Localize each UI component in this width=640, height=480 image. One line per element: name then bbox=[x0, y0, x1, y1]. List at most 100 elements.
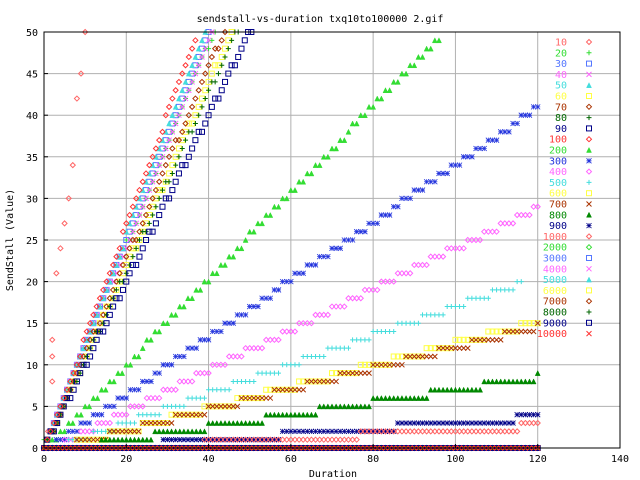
data-point bbox=[427, 353, 434, 360]
data-point bbox=[168, 411, 175, 418]
data-point bbox=[241, 37, 248, 44]
data-point bbox=[514, 328, 520, 335]
data-point bbox=[510, 378, 516, 385]
data-point bbox=[205, 419, 212, 426]
data-point bbox=[139, 203, 146, 210]
data-point bbox=[468, 386, 475, 393]
data-point bbox=[166, 179, 172, 185]
data-point bbox=[419, 53, 426, 60]
data-point bbox=[411, 187, 418, 193]
data-point bbox=[481, 336, 488, 343]
data-point bbox=[497, 129, 504, 135]
data-point bbox=[189, 62, 196, 69]
data-point bbox=[107, 403, 113, 410]
data-point bbox=[407, 62, 414, 69]
data-point bbox=[123, 237, 130, 243]
data-point bbox=[176, 154, 182, 160]
data-point bbox=[337, 370, 344, 377]
data-point bbox=[246, 395, 253, 402]
legend-label: 100 bbox=[549, 135, 567, 146]
data-point bbox=[456, 245, 463, 252]
data-point bbox=[143, 420, 150, 427]
data-point bbox=[90, 311, 97, 319]
data-point bbox=[312, 411, 319, 418]
data-point bbox=[353, 228, 360, 235]
data-point bbox=[149, 195, 156, 202]
data-point bbox=[353, 428, 360, 435]
data-point bbox=[443, 428, 451, 435]
data-point bbox=[78, 436, 85, 443]
data-point bbox=[276, 370, 282, 376]
data-point bbox=[501, 328, 508, 335]
data-point bbox=[362, 370, 368, 376]
data-point bbox=[505, 220, 513, 227]
data-point bbox=[160, 428, 167, 435]
data-point bbox=[423, 420, 430, 426]
data-point bbox=[398, 428, 406, 435]
data-point bbox=[242, 344, 249, 352]
data-point bbox=[127, 403, 134, 410]
data-point bbox=[493, 328, 500, 335]
data-point bbox=[135, 353, 142, 360]
data-point bbox=[510, 420, 516, 426]
data-point bbox=[374, 428, 381, 435]
legend-label: 1000 bbox=[543, 232, 567, 243]
series-200 bbox=[41, 37, 442, 451]
data-point bbox=[201, 403, 208, 410]
data-point bbox=[406, 270, 414, 277]
data-point bbox=[349, 403, 356, 410]
data-point bbox=[473, 336, 479, 343]
data-point bbox=[464, 236, 471, 244]
data-point bbox=[353, 120, 360, 127]
data-point bbox=[234, 403, 241, 410]
data-point bbox=[308, 436, 315, 443]
data-point bbox=[485, 228, 492, 235]
data-point bbox=[50, 419, 58, 427]
data-point bbox=[267, 411, 274, 418]
data-point bbox=[403, 353, 409, 360]
axis-ticks: 0 20 40 60 80 100 120 140 0 5 10 15 20 25 30 35 40 45 50 bbox=[26, 28, 629, 465]
data-point bbox=[197, 369, 204, 377]
data-point bbox=[300, 378, 307, 385]
data-point bbox=[143, 394, 151, 402]
data-point bbox=[456, 345, 463, 352]
data-point bbox=[283, 278, 290, 285]
data-point bbox=[431, 253, 439, 260]
data-point bbox=[316, 428, 323, 435]
data-point bbox=[399, 395, 405, 401]
data-point bbox=[132, 195, 140, 202]
data-point bbox=[279, 195, 286, 202]
data-point bbox=[267, 336, 274, 344]
data-point bbox=[123, 428, 130, 435]
data-point bbox=[152, 145, 160, 152]
data-point bbox=[209, 436, 216, 443]
data-point bbox=[172, 411, 179, 418]
data-point bbox=[225, 353, 233, 360]
data-point bbox=[168, 362, 175, 368]
data-point bbox=[159, 128, 166, 136]
data-point bbox=[153, 170, 159, 177]
data-point bbox=[262, 436, 270, 443]
data-point bbox=[202, 70, 209, 77]
data-point bbox=[199, 37, 205, 44]
legend-marker bbox=[586, 115, 592, 121]
data-point bbox=[481, 378, 488, 385]
legend-marker bbox=[585, 168, 593, 175]
legend-marker bbox=[586, 222, 592, 229]
data-point bbox=[168, 428, 175, 435]
data-point bbox=[156, 195, 162, 201]
data-point bbox=[133, 220, 140, 227]
data-point bbox=[139, 345, 146, 351]
data-point bbox=[497, 336, 504, 343]
data-point bbox=[130, 254, 136, 260]
data-point bbox=[144, 420, 150, 426]
data-point bbox=[423, 178, 430, 185]
data-point bbox=[162, 145, 169, 152]
data-point bbox=[267, 211, 274, 218]
data-point bbox=[518, 112, 525, 118]
data-point bbox=[87, 353, 94, 360]
data-point bbox=[238, 419, 245, 426]
data-point bbox=[345, 295, 352, 302]
data-point bbox=[398, 353, 405, 360]
data-point bbox=[146, 170, 153, 177]
